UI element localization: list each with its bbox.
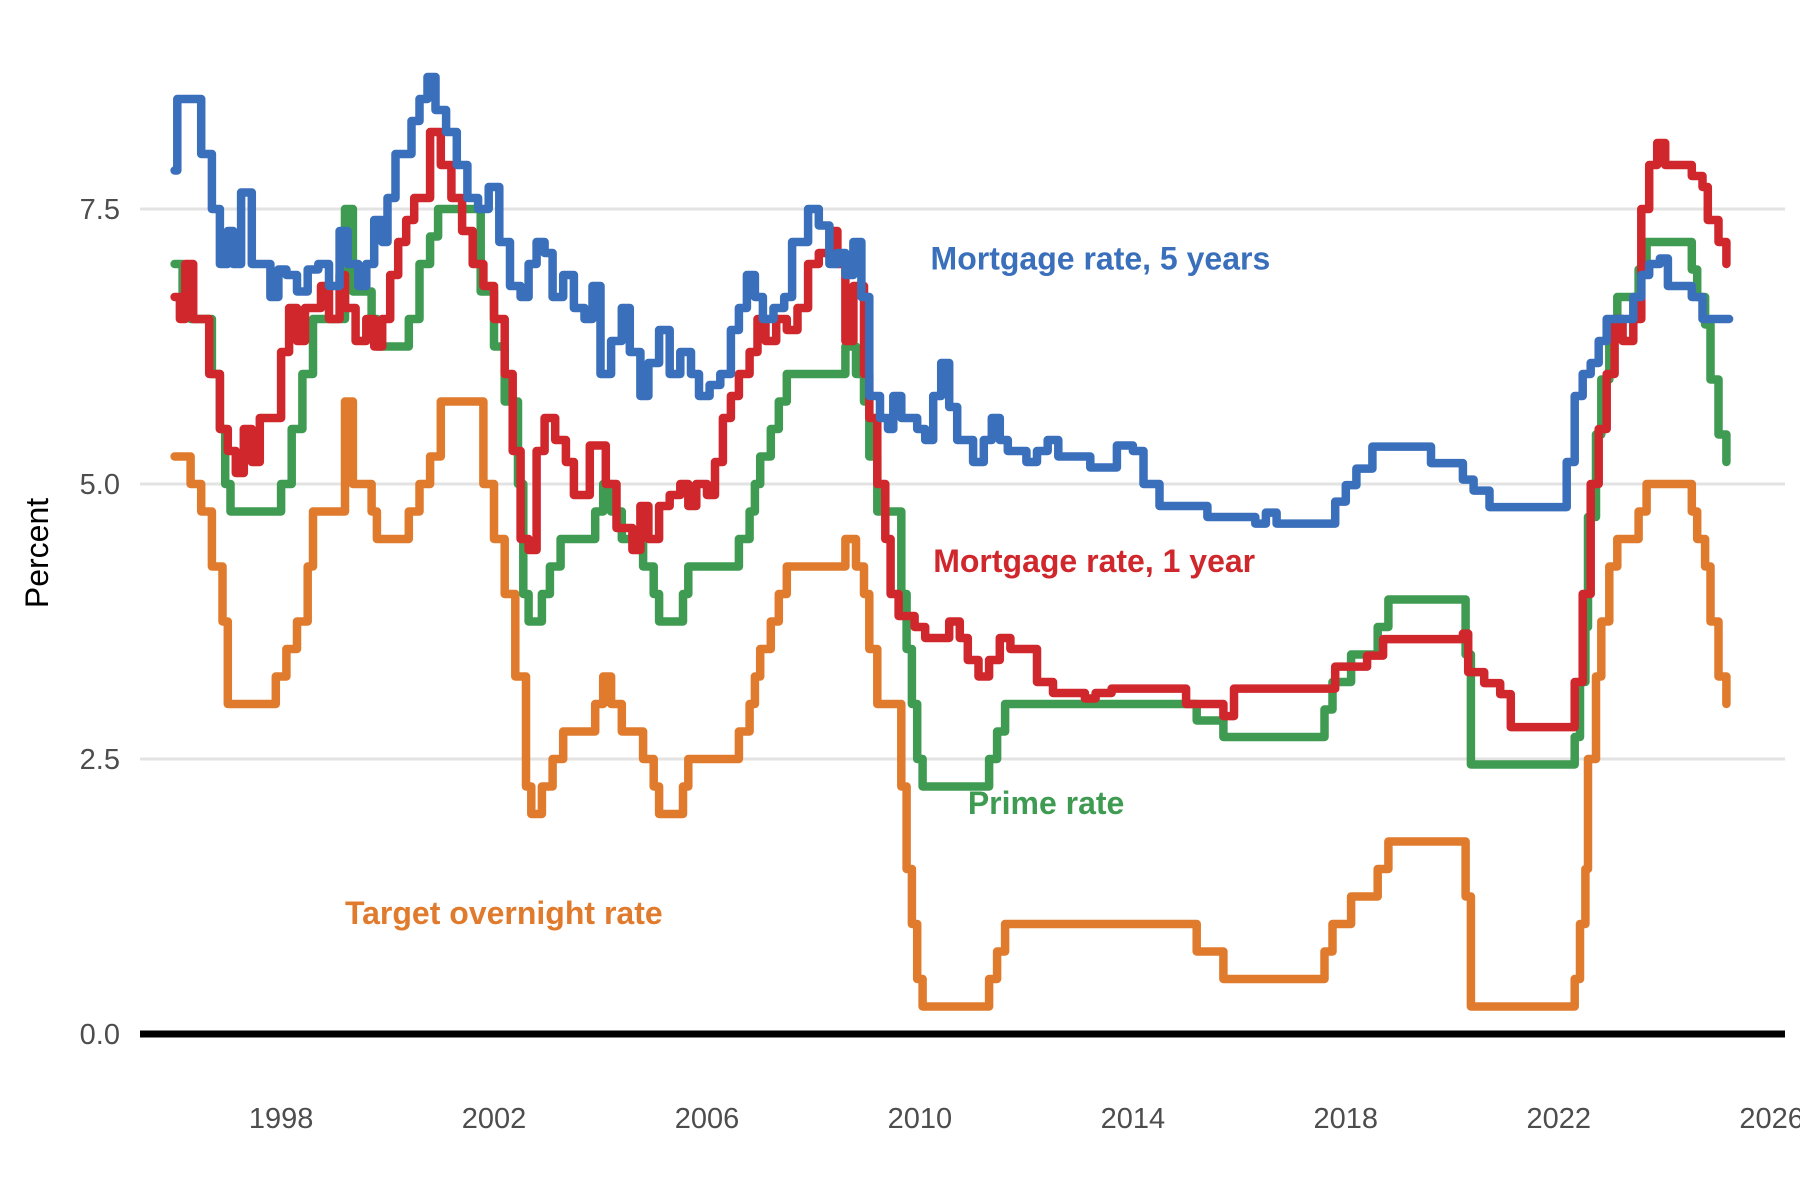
y-tick-labels: 0.0 2.5 5.0 7.5 [80,194,120,1051]
x-tick-label: 2018 [1314,1103,1379,1135]
series-line-target-overnight-rate [170,397,1731,1011]
y-tick-label: 5.0 [80,469,120,501]
x-tick-label: 1998 [249,1103,314,1135]
x-tick-label: 2006 [675,1103,740,1135]
x-tick-labels: 1998 2002 2006 2010 2014 2018 2022 2026 [249,1103,1800,1135]
y-tick-label: 2.5 [80,744,120,776]
series-lines [170,72,1734,1011]
y-tick-label: 7.5 [80,194,120,226]
series-line-mortgage-rate-1-year [170,127,1731,732]
y-tick-label: 0.0 [80,1019,120,1051]
series-labels: Target overnight rate Prime rate Mortgage … [345,241,1270,932]
x-tick-label: 2002 [462,1103,527,1135]
y-axis-label: Percent [19,498,55,608]
x-tick-label: 2022 [1526,1103,1591,1135]
series-label-mortgage-rate-5-years: Mortgage rate, 5 years [931,241,1271,277]
x-tick-label: 2010 [888,1103,953,1135]
series-line-mortgage-rate-5-years [170,72,1734,528]
series-label-prime-rate: Prime rate [968,785,1125,821]
x-tick-label: 2014 [1101,1103,1166,1135]
x-tick-label: 2026 [1739,1103,1800,1135]
series-label-mortgage-rate-1-year: Mortgage rate, 1 year [933,543,1255,579]
series-label-target-overnight-rate: Target overnight rate [345,895,663,931]
